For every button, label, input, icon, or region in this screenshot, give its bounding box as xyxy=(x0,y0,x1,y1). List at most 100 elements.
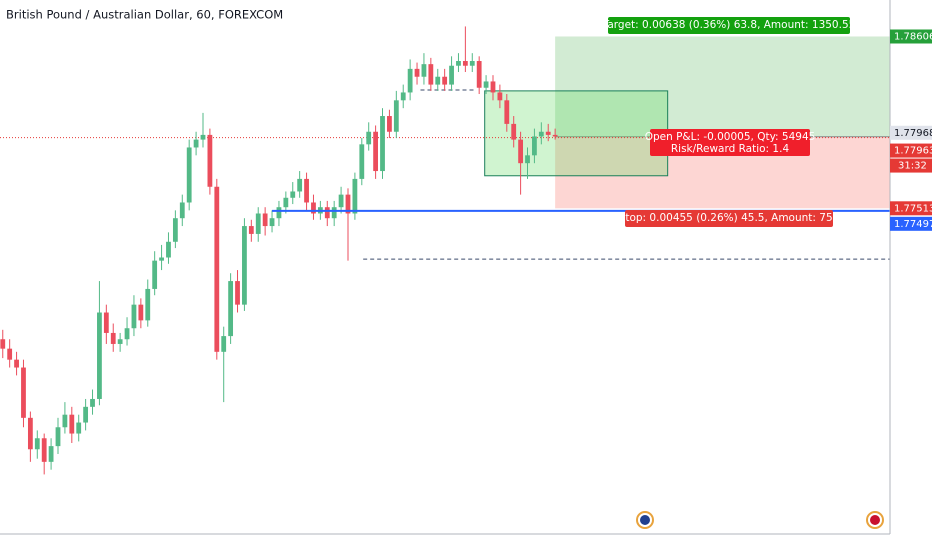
candle-body xyxy=(532,136,537,156)
event-icon[interactable] xyxy=(636,511,884,529)
candle-body xyxy=(456,61,461,66)
price-tag-label: 1.78606 xyxy=(894,31,932,42)
candle-body xyxy=(304,178,309,203)
candle-body xyxy=(172,218,178,242)
candle-body xyxy=(55,427,61,447)
candle-body xyxy=(90,398,95,407)
candle-body xyxy=(497,92,503,101)
candle-body xyxy=(393,100,399,132)
candle-body xyxy=(62,414,68,428)
candle-body xyxy=(138,304,144,321)
price-tag-label: 1.77963 xyxy=(894,146,932,157)
candle-body xyxy=(269,218,275,227)
label-box xyxy=(625,210,833,227)
candle-body xyxy=(476,61,482,88)
candle-body xyxy=(41,438,47,462)
candle-body xyxy=(242,226,247,305)
candle-body xyxy=(338,194,344,208)
price-tag xyxy=(890,29,932,44)
price-tag xyxy=(890,201,932,216)
candle-body xyxy=(538,131,544,137)
candle-body xyxy=(14,359,19,368)
candle-body xyxy=(179,202,185,219)
candle-body xyxy=(145,288,151,321)
candle-body xyxy=(200,134,206,140)
candle-body xyxy=(469,61,475,66)
chart-title: British Pound / Australian Dollar, 60, F… xyxy=(6,8,283,22)
candle-body xyxy=(290,191,296,198)
event-flag-uk-inner xyxy=(870,515,880,525)
candle-body xyxy=(0,339,6,349)
candle-body xyxy=(545,131,551,135)
price-tag-label: 1.77968 xyxy=(894,128,932,139)
label-text: Open P&L: -0.00005, Qty: 54945 xyxy=(645,131,816,143)
candle-body xyxy=(221,336,227,352)
candle-body xyxy=(449,65,454,85)
candle-body xyxy=(324,207,330,219)
candle-body xyxy=(414,68,420,77)
candle-body xyxy=(297,178,303,192)
target-zone xyxy=(555,36,890,137)
price-tag-label: 1.77497 xyxy=(894,219,932,230)
candle-body xyxy=(331,207,337,219)
candle-body xyxy=(110,332,116,344)
candle-body xyxy=(359,144,365,179)
label-text: Risk/Reward Ratio: 1.4 xyxy=(671,143,790,155)
candle-body xyxy=(311,202,316,214)
label-text: Target: 0.00638 (0.36%) 63.8, Amount: 13… xyxy=(602,19,856,31)
candle-body xyxy=(400,92,406,101)
candle-body xyxy=(262,213,268,227)
candle-body xyxy=(76,422,82,434)
price-tag xyxy=(890,216,932,231)
candle-body xyxy=(504,100,510,124)
candle-body xyxy=(511,123,517,140)
candle-body xyxy=(276,207,282,219)
candle-body xyxy=(518,139,524,164)
candle-body xyxy=(373,131,379,172)
candle-body xyxy=(490,81,496,93)
candle-body xyxy=(428,64,434,85)
candle-body xyxy=(387,116,392,132)
candle-body xyxy=(255,213,261,234)
label-text: Stop: 0.00455 (0.26%) 45.5, Amount: 750 xyxy=(619,212,840,224)
candle-body xyxy=(103,312,109,333)
candle-body xyxy=(435,76,441,85)
candle-body xyxy=(442,76,448,85)
candle-body xyxy=(124,328,130,340)
candle-body xyxy=(159,257,164,261)
candle-body xyxy=(48,446,54,462)
candle-body xyxy=(525,155,530,164)
candle-body xyxy=(193,139,199,148)
candle-body xyxy=(366,131,372,145)
event-flag-au-inner xyxy=(640,515,650,525)
candle-body xyxy=(186,147,192,203)
candle-body xyxy=(7,348,13,360)
candle-body xyxy=(207,134,213,187)
candle-body xyxy=(83,406,89,423)
candle-body xyxy=(228,281,234,337)
candle-body xyxy=(152,260,158,289)
candle-body xyxy=(166,241,171,258)
candle-body xyxy=(248,226,254,234)
candle-body xyxy=(462,61,468,66)
candle-body xyxy=(552,134,558,137)
candle-body xyxy=(380,116,385,172)
candle-body xyxy=(131,304,137,329)
price-tag xyxy=(890,143,932,158)
candle-body xyxy=(407,68,413,93)
candle-body xyxy=(352,178,358,214)
countdown-label: 31:32 xyxy=(898,161,927,172)
label-box xyxy=(608,17,850,34)
candle-body xyxy=(117,339,123,344)
label-box xyxy=(650,129,810,156)
price-tag xyxy=(890,125,932,140)
candle-body xyxy=(214,186,220,352)
countdown-tag xyxy=(890,158,932,173)
candle-body xyxy=(34,438,40,450)
rectangle-drawing xyxy=(484,90,669,177)
candle-body xyxy=(69,414,75,434)
candle-body xyxy=(421,64,427,77)
candle-body xyxy=(27,417,33,450)
candle-body xyxy=(235,281,240,305)
